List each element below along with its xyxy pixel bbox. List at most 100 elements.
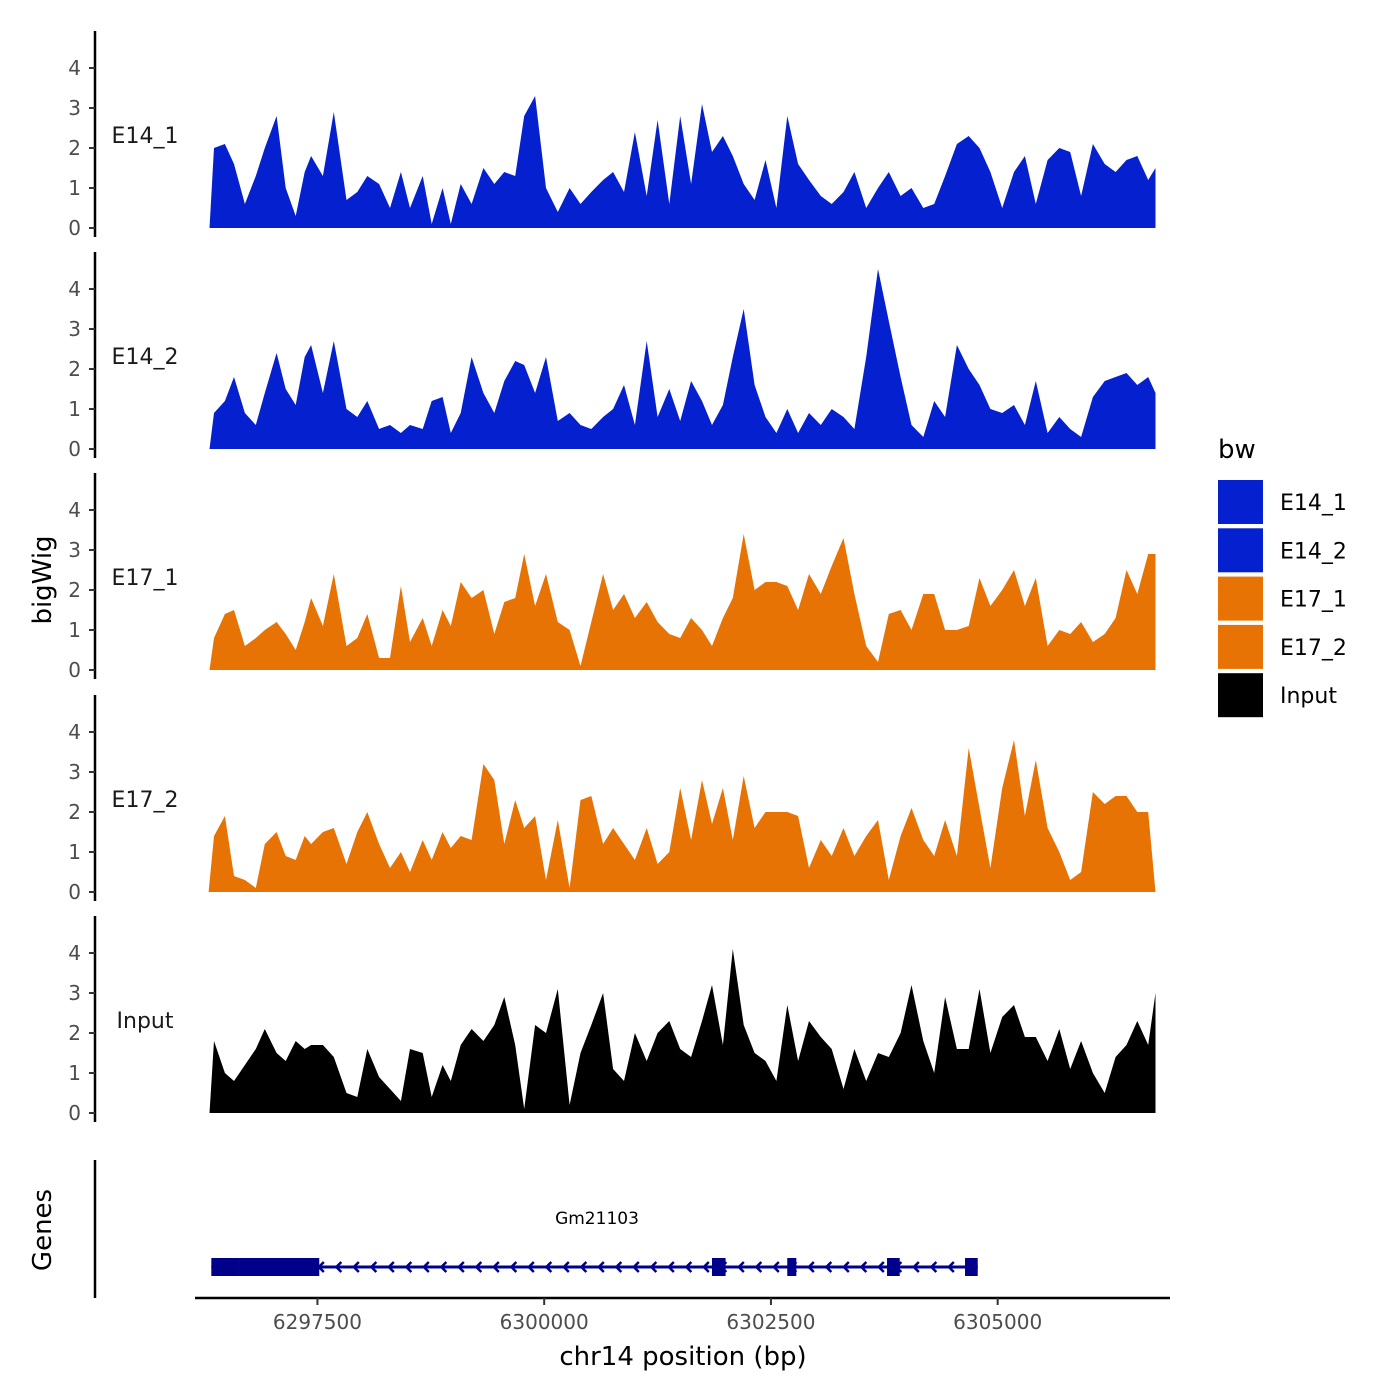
y-tick-label: 2 [68, 357, 81, 381]
strand-arrow [824, 1261, 833, 1273]
strand-arrow [754, 1261, 763, 1273]
y-tick-label: 0 [68, 437, 81, 461]
strand-arrow [422, 1261, 430, 1273]
strand-arrow [387, 1261, 395, 1273]
y-tick-label: 1 [68, 1061, 81, 1085]
y-axis-title: bigWig [28, 535, 58, 624]
track-E14_2: 0 1 2 3 4 E14_2 [68, 252, 1156, 461]
gene-name-label: Gm21103 [555, 1209, 639, 1229]
strand-arrow [929, 1261, 938, 1273]
exon-block [238, 1258, 320, 1276]
strand-arrow [509, 1261, 518, 1273]
y-tick-label: 3 [68, 760, 81, 784]
y-tick-label: 0 [68, 880, 81, 904]
y-tick-label: 2 [68, 1021, 81, 1045]
x-axis-title: chr14 position (bp) [559, 1342, 806, 1372]
y-tick-label: 4 [68, 941, 81, 965]
strand-arrow [492, 1261, 500, 1273]
strand-arrow [912, 1261, 920, 1273]
exon-block [887, 1258, 900, 1276]
legend-label-E14_1: E14_1 [1280, 491, 1347, 516]
x-tick-label: 6305000 [953, 1310, 1042, 1334]
x-tick-label: 6297500 [273, 1310, 362, 1334]
series-area-E17_1 [209, 534, 1156, 670]
series-area-E14_2 [209, 269, 1156, 449]
y-tick-label: 0 [68, 658, 81, 682]
exon-block [211, 1258, 239, 1276]
strand-arrow [859, 1261, 868, 1273]
track-label: E17_1 [112, 566, 179, 591]
strand-arrow [597, 1261, 605, 1273]
legend-label-Input: Input [1280, 684, 1337, 709]
y-tick-label: 4 [68, 720, 81, 744]
track-label: E17_2 [112, 788, 179, 813]
strand-arrow [684, 1261, 693, 1273]
strand-arrow [352, 1261, 360, 1273]
y-tick-label: 0 [68, 216, 81, 240]
strand-arrow [369, 1261, 378, 1273]
legend-key-Input [1218, 673, 1263, 718]
y-tick-label: 3 [68, 317, 81, 341]
strand-arrow [562, 1261, 570, 1273]
strand-arrow [842, 1261, 850, 1273]
track-E17_1: 0 1 2 3 4 E17_1 [68, 473, 1156, 682]
y-tick-label: 1 [68, 176, 81, 200]
strand-arrow [544, 1261, 553, 1273]
strand-arrow [702, 1261, 710, 1273]
legend-key-E14_1 [1218, 480, 1263, 524]
strand-arrow [527, 1261, 535, 1273]
y-tick-label: 4 [68, 498, 81, 522]
x-tick-label: 6302500 [726, 1310, 815, 1334]
track-label: E14_2 [112, 345, 179, 370]
strand-arrow [649, 1261, 658, 1273]
strand-arrow [737, 1261, 745, 1273]
track-E17_2: 0 1 2 3 4 E17_2 [68, 695, 1156, 904]
y-tick-label: 1 [68, 618, 81, 642]
genes-axis-title: Genes [28, 1189, 58, 1271]
track-Input: 0 1 2 3 4 Input [68, 916, 1156, 1125]
gene-track: Gm21103 [93, 1160, 978, 1298]
y-tick-label: 1 [68, 840, 81, 864]
legend-key-E14_2 [1218, 528, 1263, 573]
legend-label-E17_1: E17_1 [1280, 588, 1347, 613]
strand-arrow [457, 1261, 465, 1273]
strand-arrow [667, 1261, 675, 1273]
strand-arrow [632, 1261, 640, 1273]
legend-label-E14_2: E14_2 [1280, 539, 1347, 564]
strand-arrow [334, 1261, 343, 1273]
exon-block [711, 1258, 726, 1276]
y-tick-label: 0 [68, 1101, 81, 1125]
legend-label-E17_2: E17_2 [1280, 636, 1347, 661]
strand-arrow [947, 1261, 955, 1273]
exon-block [965, 1258, 978, 1276]
y-tick-label: 4 [68, 56, 81, 80]
strand-arrow [807, 1261, 815, 1273]
y-tick-label: 4 [68, 277, 81, 301]
series-area-Input [209, 949, 1156, 1113]
series-area-E14_1 [209, 96, 1156, 228]
legend-title: bw [1218, 435, 1256, 465]
exon-block [787, 1258, 797, 1276]
track-E14_1: 0 1 2 3 4 E14_1 [68, 31, 1156, 240]
legend-key-E17_1 [1218, 576, 1263, 621]
strand-arrow [474, 1261, 483, 1273]
strand-arrow [439, 1261, 448, 1273]
legend: bw E14_1 E14_2 E17_1 E17_2 Input [1218, 435, 1347, 718]
strand-arrow [772, 1261, 780, 1273]
bigwig-tracks: 0 1 2 3 4 E14_1 0 1 2 3 4 E14_2 0 1 2 3 4 E17_1 0 1 2 3 4 E17_2… [68, 31, 1156, 1125]
y-tick-label: 3 [68, 96, 81, 120]
x-axis: 6297500 6300000 6302500 6305000 [195, 1296, 1170, 1334]
y-tick-label: 3 [68, 981, 81, 1005]
strand-arrow [877, 1261, 885, 1273]
strand-arrow [404, 1261, 413, 1273]
legend-key-E17_2 [1218, 624, 1263, 669]
series-area-E17_2 [208, 740, 1156, 892]
y-tick-label: 2 [68, 578, 81, 602]
x-tick-label: 6300000 [500, 1310, 589, 1334]
track-label: E14_1 [112, 124, 179, 149]
strand-arrow [614, 1261, 623, 1273]
y-tick-label: 3 [68, 538, 81, 562]
y-tick-label: 2 [68, 136, 81, 160]
track-label: Input [117, 1009, 174, 1034]
